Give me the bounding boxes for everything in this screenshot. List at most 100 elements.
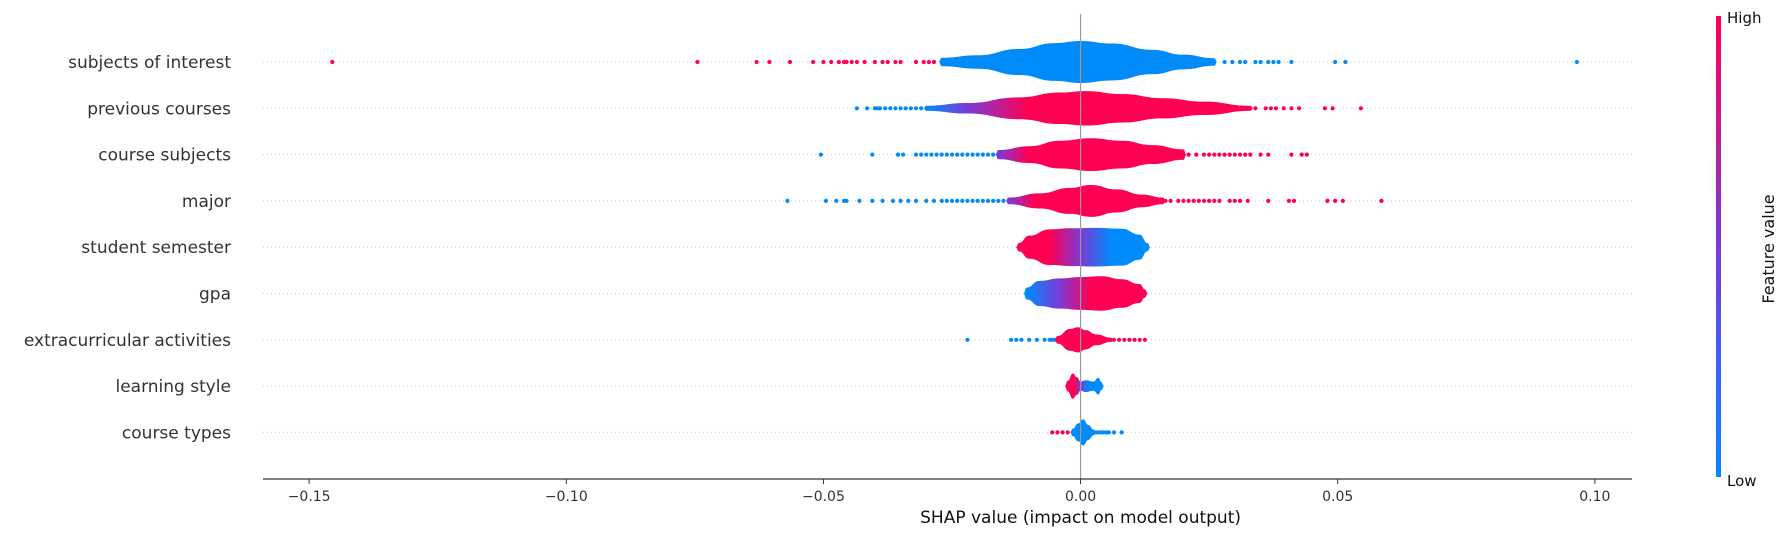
outlier-point bbox=[834, 198, 839, 203]
feature-row: major bbox=[182, 184, 1632, 217]
outlier-point bbox=[754, 59, 759, 65]
outlier-point bbox=[1132, 337, 1137, 342]
outlier-point bbox=[885, 59, 890, 65]
outlier-point bbox=[844, 198, 849, 203]
outlier-point bbox=[919, 106, 924, 111]
outlier-point bbox=[1289, 152, 1294, 157]
outlier-point bbox=[1217, 152, 1222, 157]
outlier-point bbox=[1176, 198, 1181, 203]
feature-label: subjects of interest bbox=[68, 53, 231, 73]
outlier-point bbox=[1186, 198, 1191, 203]
outlier-point bbox=[901, 152, 906, 157]
outlier-point bbox=[1253, 106, 1258, 111]
outlier-point bbox=[870, 198, 875, 203]
outlier-point bbox=[1340, 198, 1345, 203]
outlier-point bbox=[880, 198, 885, 203]
outlier-point bbox=[913, 59, 919, 65]
outlier-point bbox=[908, 106, 913, 111]
outlier-point bbox=[1333, 59, 1338, 65]
x-axis-title: SHAP value (impact on model output) bbox=[920, 508, 1241, 528]
outlier-point bbox=[1232, 198, 1237, 203]
outlier-point bbox=[1281, 106, 1286, 111]
outlier-point bbox=[965, 198, 970, 203]
violin-shape bbox=[1054, 327, 1115, 353]
feature-row: extracurricular activities bbox=[24, 327, 1632, 353]
violin-shape bbox=[938, 41, 1218, 83]
outlier-point bbox=[1258, 59, 1263, 65]
outlier-point bbox=[872, 59, 877, 65]
outlier-point bbox=[1196, 198, 1201, 203]
x-tick-label: 0.00 bbox=[1065, 489, 1096, 505]
outlier-point bbox=[849, 59, 854, 65]
outlier-point bbox=[1191, 198, 1196, 203]
violin-shape bbox=[995, 138, 1187, 171]
violin-shape bbox=[1023, 276, 1148, 311]
outlier-point bbox=[1027, 337, 1032, 342]
outlier-point bbox=[1106, 430, 1111, 435]
outlier-point bbox=[1137, 337, 1142, 342]
feature-rows: subjects of interest previous courses cour… bbox=[24, 41, 1632, 446]
outlier-point bbox=[1263, 106, 1268, 111]
outlier-point bbox=[1194, 152, 1199, 157]
outlier-point bbox=[1222, 152, 1227, 157]
x-ticks: −0.15 −0.10 −0.05 0.00 0.05 0.10 bbox=[288, 479, 1610, 505]
outlier-point bbox=[991, 198, 996, 203]
outlier-point bbox=[929, 152, 934, 157]
feature-label: major bbox=[182, 192, 231, 212]
outlier-point bbox=[926, 59, 931, 65]
outlier-point bbox=[1222, 59, 1227, 65]
outlier-point bbox=[949, 198, 955, 203]
outlier-point bbox=[1325, 198, 1330, 203]
outlier-point bbox=[854, 106, 859, 111]
outlier-point bbox=[883, 106, 888, 111]
outlier-point bbox=[898, 106, 903, 111]
outlier-point bbox=[1322, 106, 1327, 111]
violin-shape bbox=[1064, 373, 1105, 399]
feature-label: gpa bbox=[199, 285, 231, 305]
outlier-point bbox=[1243, 152, 1248, 157]
outlier-point bbox=[898, 198, 903, 203]
outlier-point bbox=[1212, 152, 1217, 157]
outlier-point bbox=[898, 59, 903, 65]
outlier-point bbox=[1297, 106, 1302, 111]
outlier-point bbox=[924, 198, 929, 203]
outlier-point bbox=[1276, 59, 1281, 65]
outlier-point bbox=[1060, 430, 1065, 435]
outlier-point bbox=[1168, 198, 1173, 203]
outlier-point bbox=[836, 59, 841, 65]
outlier-point bbox=[931, 198, 937, 203]
outlier-point bbox=[1019, 337, 1024, 342]
outlier-point bbox=[1034, 337, 1039, 342]
outlier-point bbox=[960, 152, 965, 157]
outlier-point bbox=[1055, 430, 1060, 435]
outlier-point bbox=[985, 198, 991, 203]
colorbar-title: Feature value bbox=[1759, 194, 1778, 303]
outlier-point bbox=[980, 198, 985, 203]
outlier-point bbox=[877, 106, 883, 111]
x-tick-label: −0.10 bbox=[545, 489, 588, 505]
outlier-point bbox=[1237, 198, 1243, 203]
outlier-point bbox=[1291, 198, 1297, 203]
outlier-point bbox=[924, 152, 929, 157]
outlier-point bbox=[844, 59, 849, 65]
outlier-point bbox=[821, 59, 826, 65]
feature-row: gpa bbox=[199, 276, 1632, 311]
outlier-point bbox=[980, 152, 985, 157]
outlier-point bbox=[903, 106, 908, 111]
outlier-point bbox=[1304, 152, 1309, 157]
outlier-point bbox=[1230, 59, 1235, 65]
outlier-point bbox=[1207, 198, 1212, 203]
outlier-point bbox=[975, 152, 980, 157]
outlier-point bbox=[931, 59, 937, 65]
feature-row: previous courses bbox=[87, 91, 1632, 126]
colorbar-high-label: High bbox=[1727, 9, 1761, 27]
x-tick-label: 0.05 bbox=[1322, 489, 1353, 505]
violin-shape bbox=[1005, 184, 1166, 217]
outlier-point bbox=[1333, 198, 1338, 203]
outlier-point bbox=[1343, 59, 1348, 65]
violin-shape bbox=[923, 91, 1254, 126]
x-axis: −0.15 −0.10 −0.05 0.00 0.05 0.10 SHAP value (… bbox=[263, 478, 1632, 528]
outlier-point bbox=[1358, 106, 1363, 111]
outlier-point bbox=[921, 59, 926, 65]
